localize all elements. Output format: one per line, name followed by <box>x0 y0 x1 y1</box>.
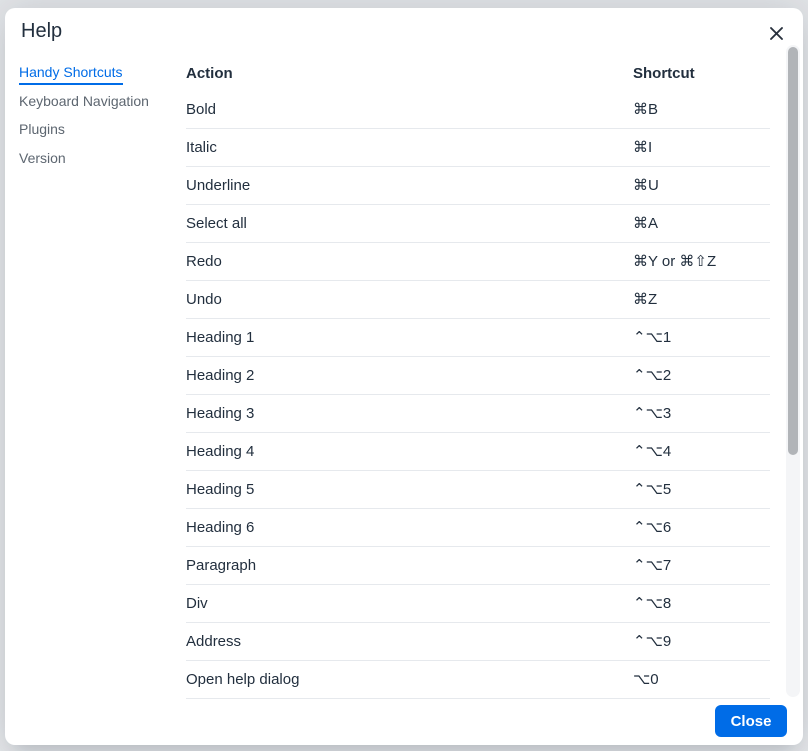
action-cell: Div <box>186 584 633 623</box>
sidebar-tab[interactable]: Plugins <box>19 121 65 137</box>
shortcut-cell: ⌃⌥6 <box>633 508 770 547</box>
table-row: Underline ⌘U <box>186 166 770 205</box>
column-header-action: Action <box>186 65 233 82</box>
action-cell: Redo <box>186 242 633 281</box>
table-row: Italic ⌘I <box>186 128 770 167</box>
table-row: Heading 6 ⌃⌥6 <box>186 508 770 547</box>
table-header-row: Action Shortcut <box>186 60 770 91</box>
sidebar-tab[interactable]: Version <box>19 149 66 166</box>
dialog-close-button[interactable] <box>763 20 789 46</box>
table-row: Open help dialog ⌥0 <box>186 660 770 699</box>
action-cell: Heading 5 <box>186 470 633 509</box>
vertical-scrollbar[interactable] <box>786 45 800 697</box>
shortcut-cell: ⌥0 <box>633 660 770 699</box>
table-row: Bold ⌘B <box>186 91 770 129</box>
action-cell: Heading 3 <box>186 394 633 433</box>
shortcut-cell: ⌃⌥3 <box>633 394 770 433</box>
shortcut-cell: ⌘I <box>633 128 770 167</box>
shortcuts-table: Action Shortcut Bold ⌘B Italic ⌘I <box>186 60 770 699</box>
shortcut-cell: ⌃⌥7 <box>633 546 770 585</box>
action-cell: Paragraph <box>186 546 633 585</box>
sidebar-tab[interactable]: Keyboard Navigation <box>19 92 149 109</box>
table-row: Select all ⌘A <box>186 204 770 243</box>
action-cell: Open help dialog <box>186 660 633 699</box>
shortcut-cell: ⌃⌥2 <box>633 356 770 395</box>
table-row: Address ⌃⌥9 <box>186 622 770 661</box>
action-cell: Undo <box>186 280 633 319</box>
shortcut-cell: ⌃⌥4 <box>633 432 770 471</box>
action-cell: Heading 4 <box>186 432 633 471</box>
dialog-title: Help <box>21 20 63 42</box>
table-row: Paragraph ⌃⌥7 <box>186 546 770 585</box>
action-cell: Heading 2 <box>186 356 633 395</box>
action-cell: Bold <box>186 91 633 129</box>
table-row: Redo ⌘Y or ⌘⇧Z <box>186 242 770 281</box>
action-cell: Heading 6 <box>186 508 633 547</box>
shortcut-cell: ⌘Y or ⌘⇧Z <box>633 242 770 281</box>
help-nav-tabs: Handy Shortcuts Keyboard Navigation Plug… <box>19 64 179 178</box>
table-row: Div ⌃⌥8 <box>186 584 770 623</box>
table-row: Heading 5 ⌃⌥5 <box>186 470 770 509</box>
action-cell: Heading 1 <box>186 318 633 357</box>
action-cell: Select all <box>186 204 633 243</box>
dialog-footer: Close <box>5 697 803 745</box>
action-cell: Address <box>186 622 633 661</box>
column-header-shortcut: Shortcut <box>633 65 695 82</box>
shortcut-cell: ⌃⌥9 <box>633 622 770 661</box>
close-icon <box>768 25 785 42</box>
sidebar-tab[interactable]: Handy Shortcuts <box>19 64 123 85</box>
table-row: Undo ⌘Z <box>186 280 770 319</box>
shortcut-cell: ⌘Z <box>633 280 770 319</box>
close-button[interactable]: Close <box>715 705 787 737</box>
shortcut-cell: ⌘B <box>633 91 770 129</box>
shortcut-cell: ⌃⌥5 <box>633 470 770 509</box>
scrollbar-thumb[interactable] <box>788 47 798 455</box>
action-cell: Italic <box>186 128 633 167</box>
action-cell: Underline <box>186 166 633 205</box>
shortcut-cell: ⌘U <box>633 166 770 205</box>
table-row: Heading 1 ⌃⌥1 <box>186 318 770 357</box>
table-row: Heading 3 ⌃⌥3 <box>186 394 770 433</box>
table-row: Heading 4 ⌃⌥4 <box>186 432 770 471</box>
shortcut-cell: ⌘A <box>633 204 770 243</box>
dialog-header: Help <box>5 8 803 60</box>
help-dialog: Help Handy Shortcuts Keyboard Navigation… <box>5 8 803 745</box>
shortcut-cell: ⌃⌥1 <box>633 318 770 357</box>
table-row: Heading 2 ⌃⌥2 <box>186 356 770 395</box>
shortcut-cell: ⌃⌥8 <box>633 584 770 623</box>
